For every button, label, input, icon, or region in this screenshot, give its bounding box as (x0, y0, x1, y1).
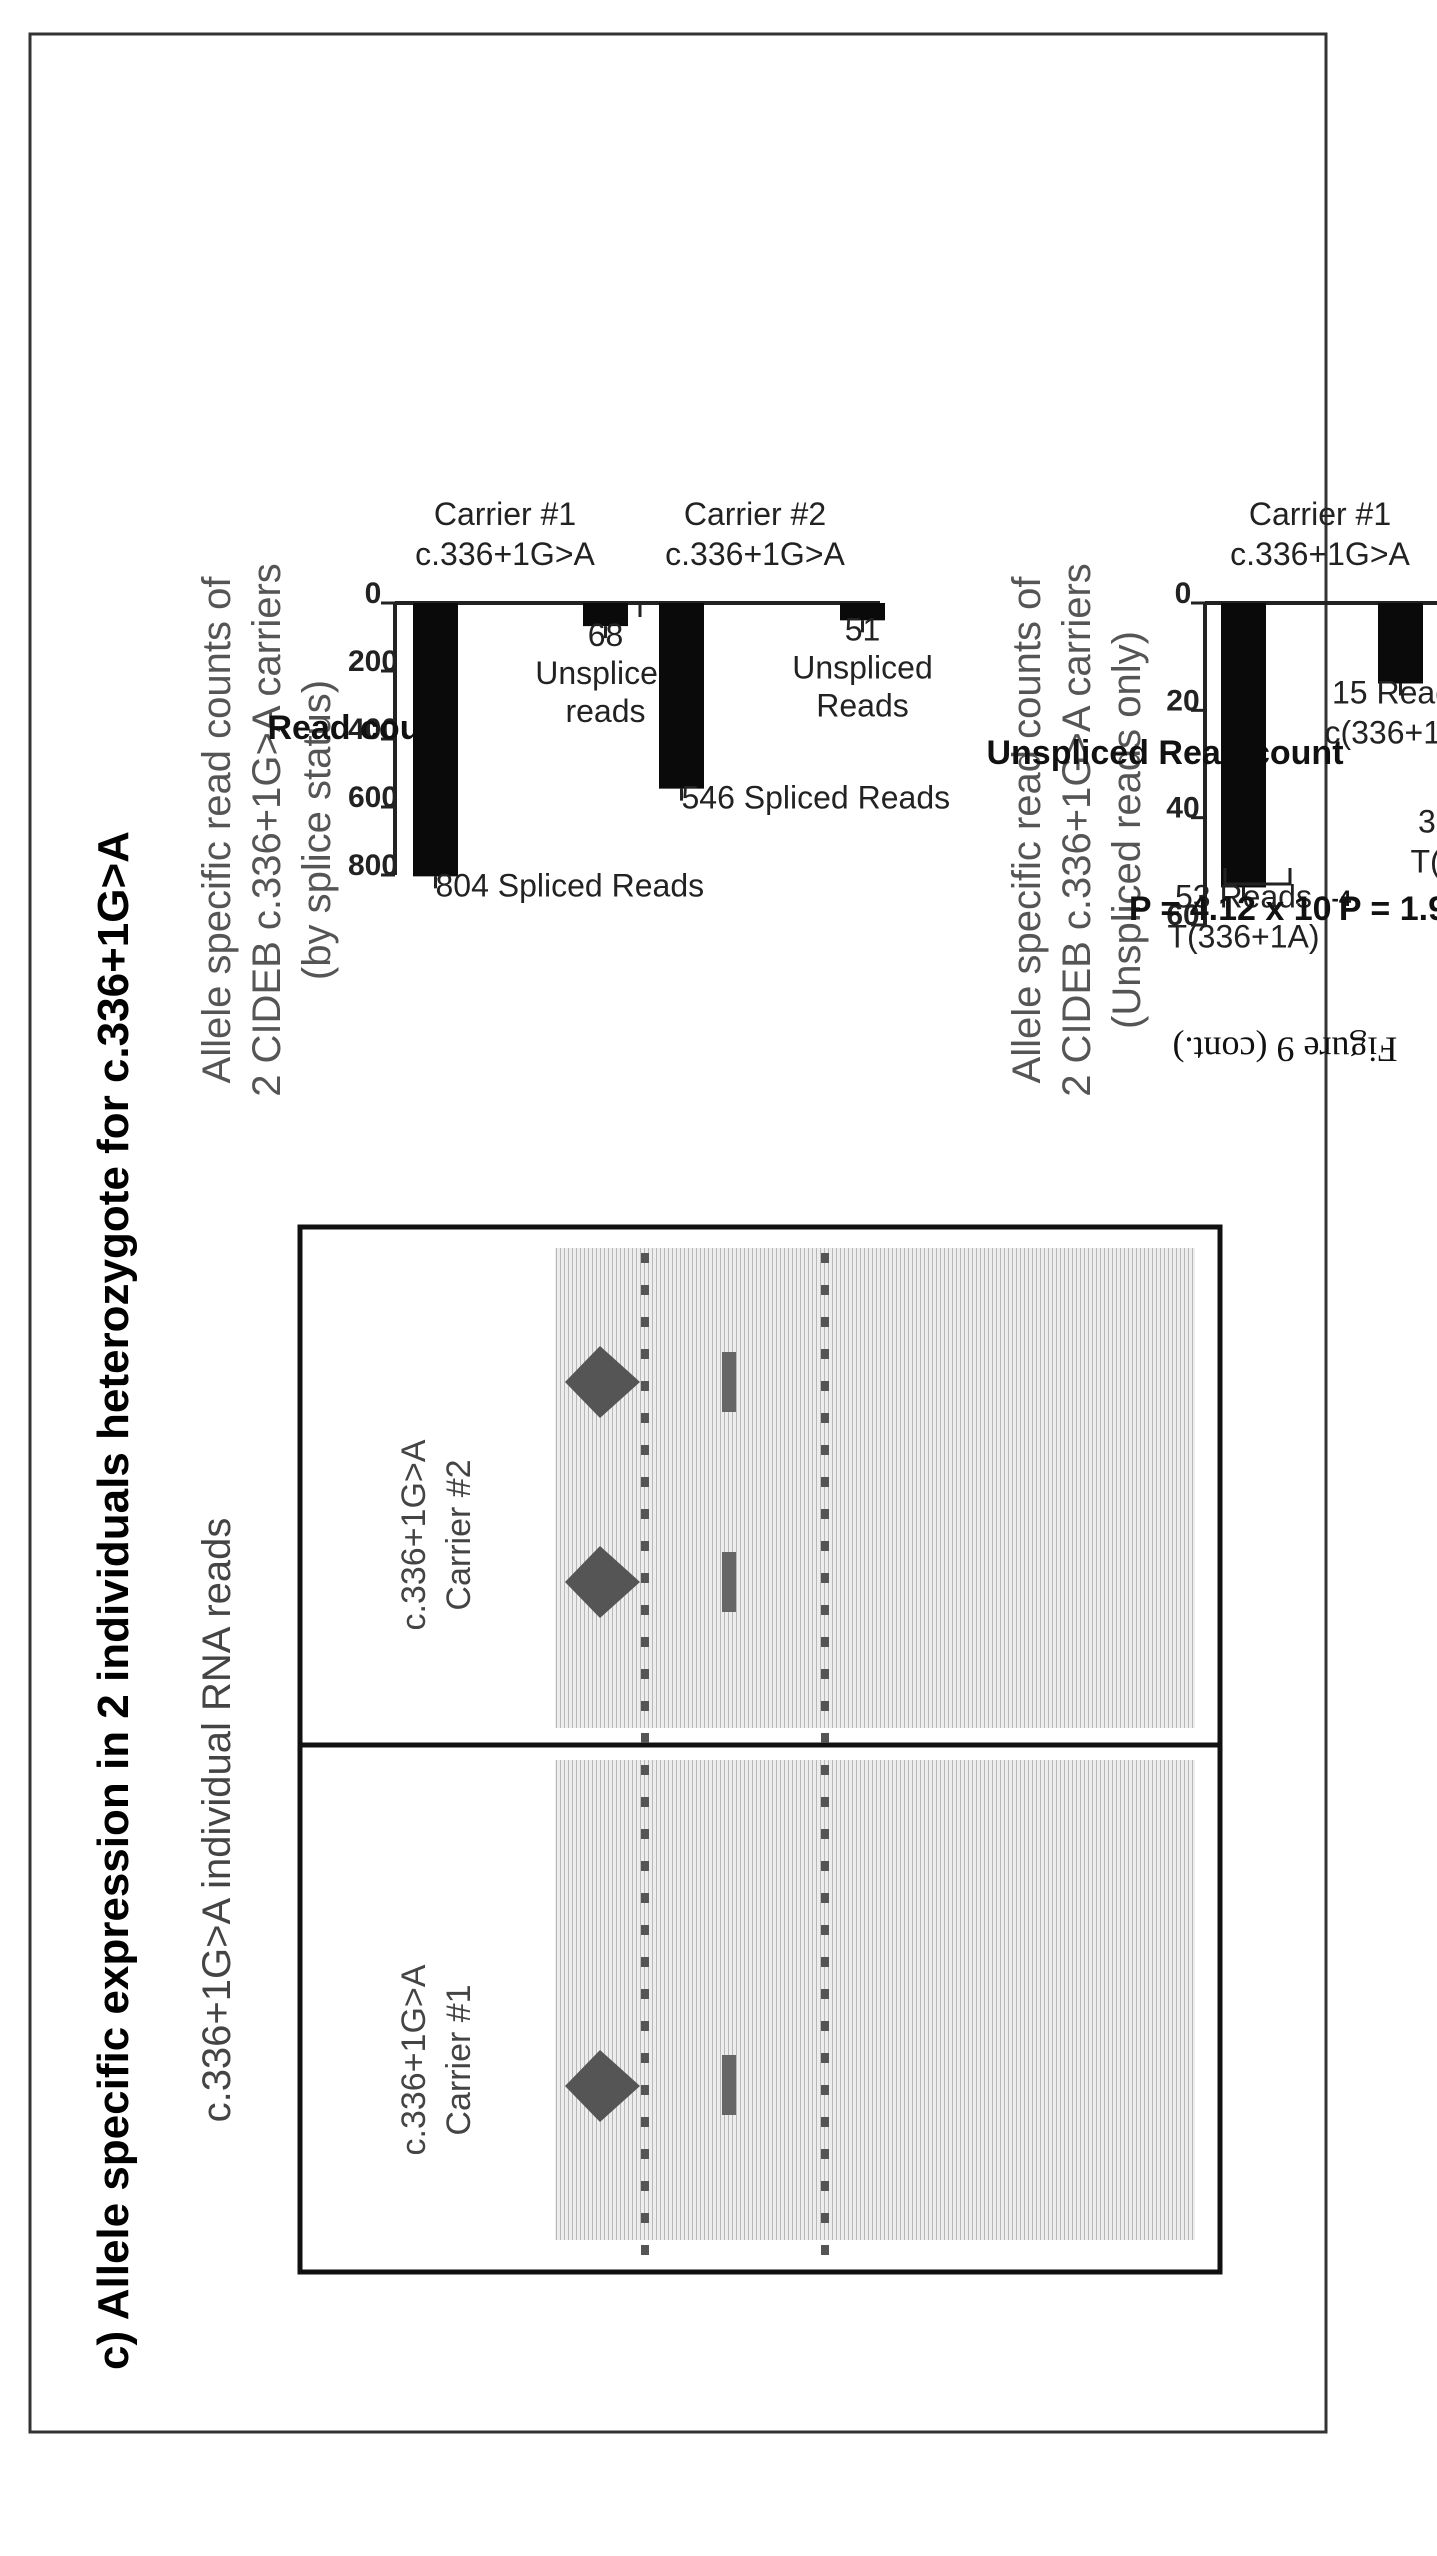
chart1-bar-label: 51 (845, 611, 881, 647)
reads-carrier1-label-1: c.336+1G>A (395, 1964, 433, 2155)
arrowhead-carrier2a-icon (565, 1546, 640, 1618)
chart1-bar (840, 602, 885, 621)
chart1-tick-label: 200 (348, 645, 398, 678)
panel-title: c) Allele specific expression in 2 indiv… (89, 831, 138, 2370)
chart1-bar-label: 804 Spliced Reads (436, 867, 705, 903)
reads-carrier2-label-2: Carrier #2 (440, 1459, 478, 1610)
arrowhead-carrier2b-icon (565, 1346, 640, 1418)
chart1-tick-label: 800 (348, 849, 398, 882)
chart1-title-line3: (by splice status) (295, 680, 339, 980)
reads-carrier2-label-1: c.336+1G>A (395, 1439, 433, 1630)
chart1-group-label: c.336+1G>A (665, 536, 845, 572)
chart-unspliced-only: Allele specific read counts of 2 CIDEB c… (986, 496, 1437, 1097)
chart1-bar-label: Reads (816, 687, 909, 723)
chart2-bar-label: T(336+1A) (1410, 843, 1437, 879)
chart1-bar-label: reads (565, 693, 645, 729)
chart2-bar (1221, 603, 1266, 888)
chart2-title-line1: Allele specific read counts of (1005, 576, 1049, 1084)
chart2-group-label: Carrier #1 (1249, 496, 1391, 532)
chart2-bar (1378, 603, 1423, 684)
reads-panel: c.336+1G>A individual RNA reads c.336+1G… (195, 1224, 1223, 2275)
chart1-bar-label: 68 (588, 617, 624, 653)
variant-mark-c2a (722, 1552, 736, 1612)
figure-caption-box: Figure 9 (cont.) (1130, 1010, 1437, 1090)
chart1-title-line2: 2 CIDEB c.336+1G>A carriers (245, 563, 289, 1097)
chart-splice-status: Allele specific read counts of 2 CIDEB c… (195, 496, 950, 1097)
chart2-bar-label: c(336+1G) (1324, 715, 1437, 751)
chart1-tick-label: 0 (365, 577, 382, 610)
chart1-bar-label: Unspliced (535, 655, 676, 691)
reads-panel-title: c.336+1G>A individual RNA reads (195, 1518, 239, 2123)
chart1-bar (659, 603, 704, 789)
chart1-group-label: Carrier #1 (434, 496, 576, 532)
chart1-group-label: Carrier #2 (684, 496, 826, 532)
chart1-tick-label: 400 (348, 713, 398, 746)
chart2-bar-label: 15 Reads (1332, 675, 1437, 711)
reads-carrier1-label-2: Carrier #1 (440, 1984, 478, 2135)
chart2-title-line2: 2 CIDEB c.336+1G>A carriers (1055, 563, 1099, 1097)
chart2-ylabel: Unspliced Read count (986, 734, 1343, 772)
chart1-bar-label: Unspliced (792, 649, 933, 685)
chart2-bar-label: 39 Reads (1418, 803, 1437, 839)
chart2-pvalue: P = 1.98 x 10-4 (1339, 886, 1437, 928)
chart1-bar (413, 603, 458, 877)
chart2-pvalue: P = 4.12 x 10-4 (1129, 886, 1352, 928)
chart1-tick-label: 600 (348, 781, 398, 814)
chart2-pvalue-bracket (1223, 868, 1292, 886)
figure-frame (28, 32, 1328, 2434)
variant-mark-c2b (722, 1352, 736, 1412)
chart2-group-label: c.336+1G>A (1230, 536, 1410, 572)
chart2-tick-label: 60 (1166, 899, 1199, 932)
chart1-bar-label: 546 Spliced Reads (682, 780, 951, 816)
chart2-tick-label: 40 (1166, 792, 1199, 825)
variant-mark-c1 (722, 2055, 736, 2115)
carrier2-reads (555, 1248, 1195, 1728)
carrier1-reads (555, 1760, 1195, 2240)
chart1-bar (583, 602, 628, 627)
figure-caption: Figure 9 (cont.) (1172, 1029, 1398, 1070)
chart1-title-line1: Allele specific read counts of (195, 576, 239, 1084)
chart1-group-label: c.336+1G>A (415, 536, 595, 572)
rotated-figure: c) Allele specific expression in 2 indiv… (28, 32, 1437, 2434)
chart2-title-line3: (Unspliced reads only) (1105, 631, 1149, 1029)
arrowhead-carrier1-icon (565, 2050, 640, 2122)
chart2-tick-label: 20 (1166, 684, 1199, 717)
figure-svg: c) Allele specific expression in 2 indiv… (28, 32, 1437, 2434)
chart2-tick-label: 0 (1175, 577, 1192, 610)
chart2-bar-label: T(336+1A) (1167, 918, 1319, 954)
